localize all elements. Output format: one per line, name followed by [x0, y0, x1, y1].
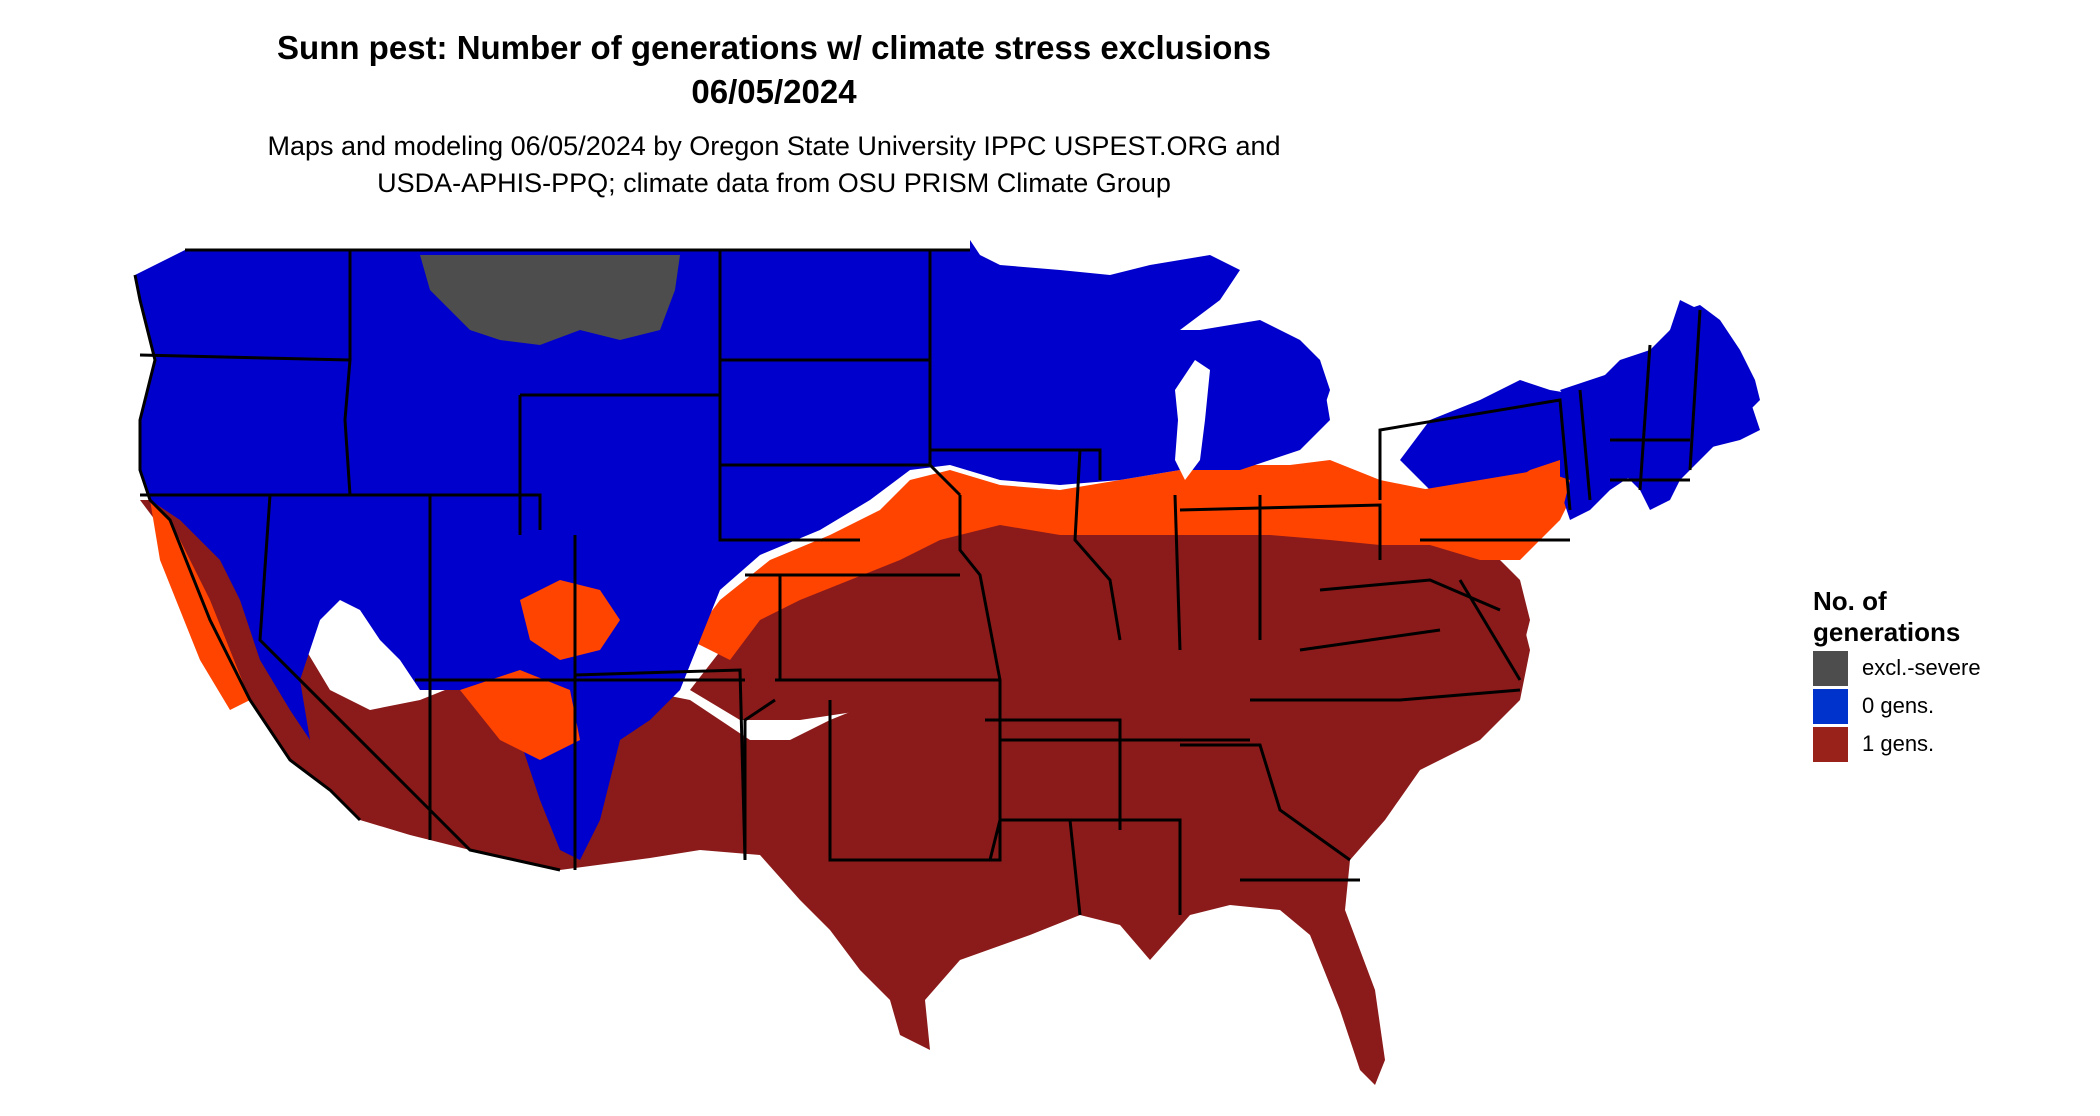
legend-item-excluded: excl.-severe	[1813, 650, 1981, 686]
legend-item-one-gen: 1 gens.	[1813, 726, 1981, 762]
legend: No. of generations excl.-severe 0 gens. …	[1813, 586, 1981, 762]
transition-west-patch-3	[460, 670, 580, 760]
transition-west-patch-2	[150, 500, 250, 710]
zero-generation-michigan	[1220, 345, 1330, 450]
legend-swatch-zero-gens	[1813, 688, 1848, 724]
transition-west-patch-1	[520, 580, 620, 660]
transition-band	[690, 440, 1580, 660]
legend-swatch-one-gen	[1813, 726, 1848, 762]
subtitle-line-1: Maps and modeling 06/05/2024 by Oregon S…	[267, 131, 1281, 161]
transition-northeast-patch	[1420, 470, 1570, 550]
excluded-montana	[420, 255, 680, 345]
map-subtitle: Maps and modeling 06/05/2024 by Oregon S…	[0, 128, 1824, 202]
state-borders	[133, 248, 1702, 916]
legend-label-one-gen: 1 gens.	[1862, 731, 1935, 756]
one-generation-region	[140, 500, 1530, 1085]
legend-swatch-excluded	[1813, 650, 1848, 686]
lake-michigan	[1175, 360, 1210, 480]
map-title: Sunn pest: Number of generations w/ clim…	[0, 26, 1824, 114]
title-line-1: Sunn pest: Number of generations w/ clim…	[277, 29, 1271, 66]
zero-generation-new-england	[1560, 305, 1760, 510]
legend-label-excluded: excl.-severe	[1862, 655, 1981, 680]
legend-title: No. of generations	[1813, 586, 1981, 648]
subtitle-line-2: USDA-APHIS-PPQ; climate data from OSU PR…	[377, 168, 1171, 198]
legend-label-zero-gens: 0 gens.	[1862, 693, 1935, 718]
legend-title-line-1: No. of	[1813, 586, 1887, 616]
zero-generation-upper-michigan	[1080, 330, 1260, 380]
legend-item-zero-gens: 0 gens.	[1813, 688, 1981, 724]
zero-generation-region	[135, 240, 1330, 860]
title-line-2: 06/05/2024	[691, 73, 857, 110]
legend-title-line-2: generations	[1813, 617, 1961, 647]
